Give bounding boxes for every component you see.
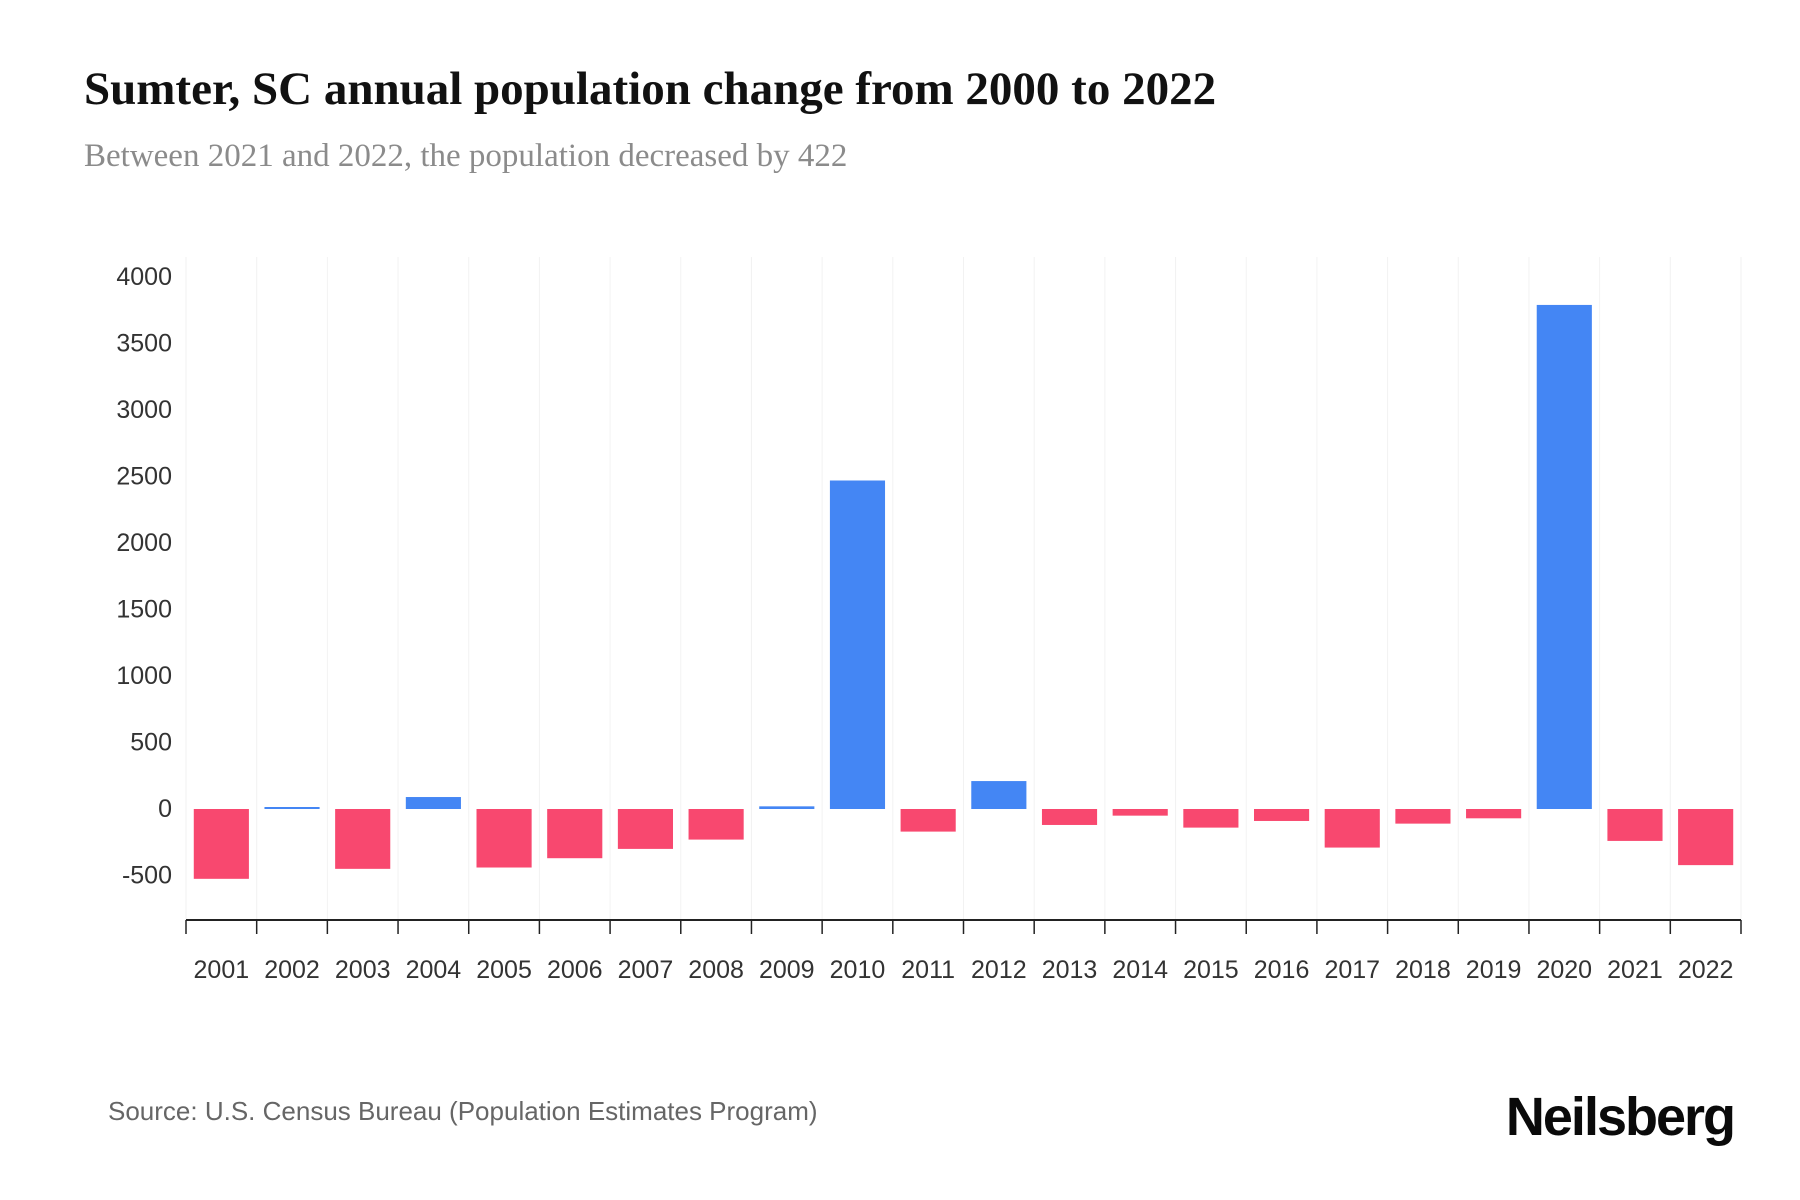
- x-tick-label: 2013: [1042, 956, 1098, 984]
- x-tick-label: 2019: [1466, 956, 1522, 984]
- y-tick-label: -500: [122, 862, 172, 890]
- x-tick-label: 2010: [830, 956, 886, 984]
- bar-2012[interactable]: [971, 781, 1027, 809]
- x-tick-label: 2007: [618, 956, 674, 984]
- y-tick-label: 3500: [116, 330, 172, 358]
- neilsberg-logo: Neilsberg: [1505, 1087, 1736, 1147]
- x-tick-label: 2001: [194, 956, 250, 984]
- x-tick-label: 2009: [759, 956, 815, 984]
- y-tick-label: 2000: [116, 529, 172, 557]
- y-tick-label: 500: [130, 729, 172, 757]
- x-tick-label: 2015: [1183, 956, 1239, 984]
- x-tick-label: 2008: [688, 956, 744, 984]
- x-tick-label: 2018: [1395, 956, 1451, 984]
- x-tick-label: 2022: [1678, 956, 1734, 984]
- x-tick-label: 2021: [1607, 956, 1663, 984]
- y-tick-label: 1000: [116, 662, 172, 690]
- x-tick-label: 2011: [901, 956, 955, 984]
- y-tick-label: 0: [158, 795, 172, 823]
- bar-2013[interactable]: [1041, 809, 1098, 825]
- x-tick-label: 2006: [547, 956, 603, 984]
- source-text: Source: U.S. Census Bureau (Population E…: [108, 1096, 818, 1126]
- bar-2014[interactable]: [1112, 809, 1168, 816]
- bar-2004[interactable]: [405, 797, 461, 809]
- bar-2019[interactable]: [1466, 809, 1522, 819]
- x-tick-label: 2016: [1254, 956, 1310, 984]
- chart-subtitle: Between 2021 and 2022, the population de…: [84, 138, 848, 174]
- x-tick-label: 2014: [1112, 956, 1168, 984]
- bar-2006[interactable]: [547, 809, 603, 859]
- bar-2008[interactable]: [688, 809, 744, 840]
- y-tick-label: 3000: [116, 396, 172, 424]
- bar-2005[interactable]: [476, 809, 532, 868]
- bar-2007[interactable]: [617, 809, 673, 849]
- x-tick-label: 2002: [264, 956, 320, 984]
- bar-2022[interactable]: [1678, 809, 1734, 866]
- y-tick-label: 4000: [116, 263, 172, 291]
- x-tick-label: 2012: [971, 956, 1027, 984]
- x-tick-label: 2003: [335, 956, 391, 984]
- bar-2016[interactable]: [1254, 809, 1310, 821]
- bar-2003[interactable]: [335, 809, 391, 869]
- x-tick-label: 2020: [1536, 956, 1592, 984]
- x-tick-label: 2004: [406, 956, 462, 984]
- x-tick-label: 2005: [476, 956, 532, 984]
- chart-title: Sumter, SC annual population change from…: [84, 63, 1217, 115]
- y-tick-label: 1500: [116, 596, 172, 624]
- bar-2017[interactable]: [1324, 809, 1380, 848]
- bar-2020[interactable]: [1536, 304, 1592, 809]
- bar-2010[interactable]: [829, 480, 886, 809]
- bar-2021[interactable]: [1607, 809, 1663, 841]
- x-tick-label: 2017: [1324, 956, 1380, 984]
- bar-2009[interactable]: [759, 806, 815, 809]
- bar-2002[interactable]: [264, 807, 320, 809]
- y-tick-label: 2500: [116, 463, 172, 491]
- bar-2015[interactable]: [1183, 809, 1239, 828]
- bar-2018[interactable]: [1395, 809, 1451, 824]
- bar-2001[interactable]: [193, 809, 249, 879]
- bar-2011[interactable]: [900, 809, 956, 832]
